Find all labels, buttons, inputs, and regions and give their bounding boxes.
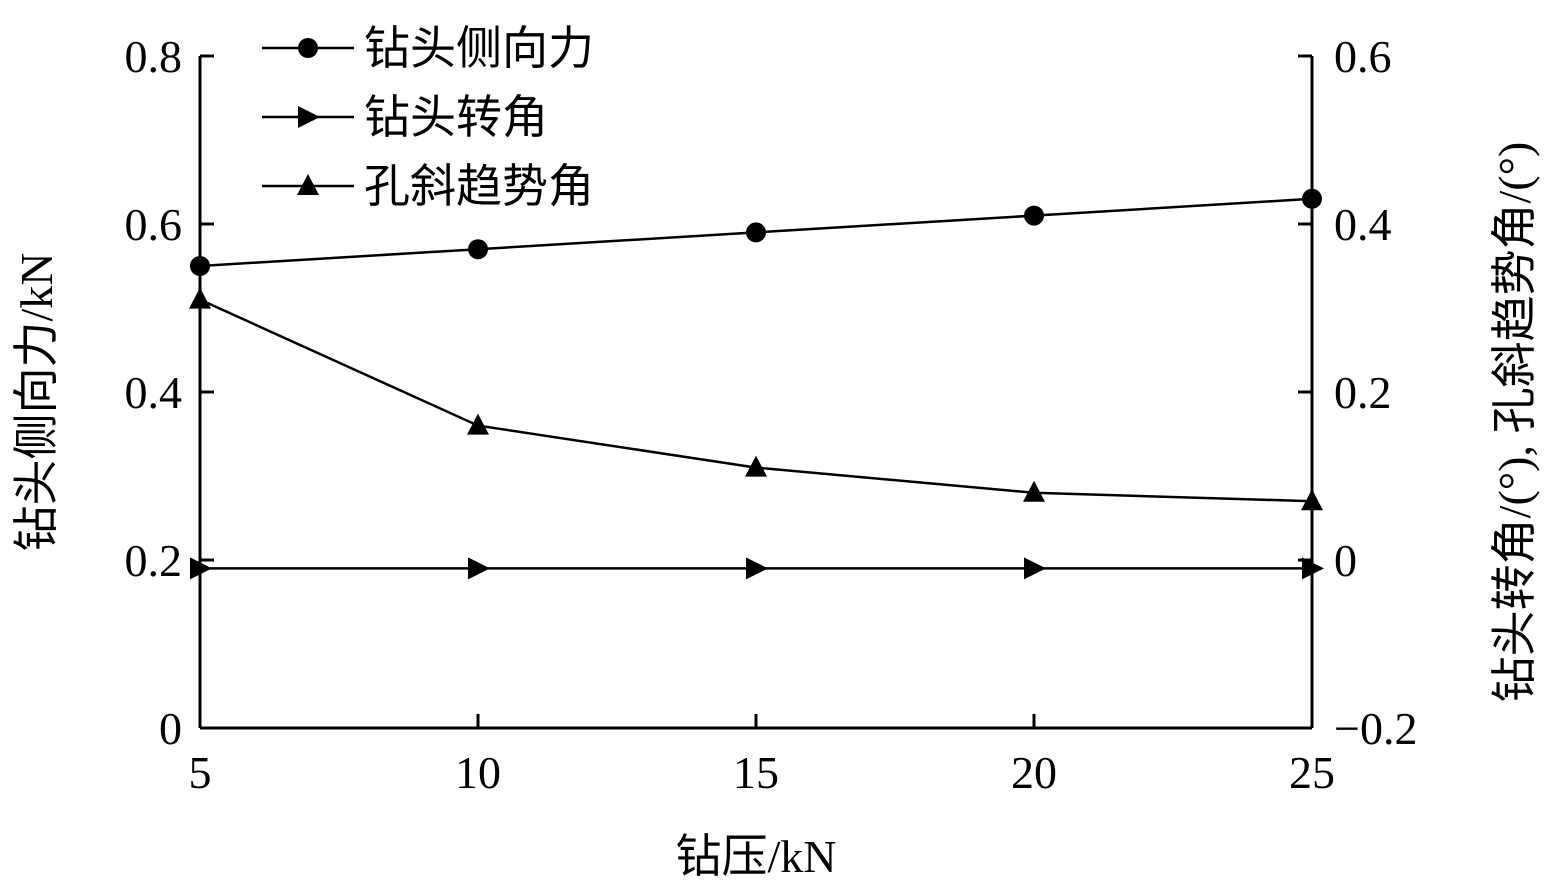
legend-item: 钻头侧向力 xyxy=(262,23,594,74)
x-tick-label: 10 xyxy=(455,747,501,798)
left-y-tick-label: 0 xyxy=(159,703,182,754)
data-point-marker xyxy=(746,222,766,243)
data-point-marker xyxy=(1024,205,1044,226)
series-2 xyxy=(190,557,1324,580)
data-point-marker xyxy=(189,287,211,309)
data-point-marker xyxy=(1302,188,1322,209)
left-y-tick-label: 0.2 xyxy=(125,535,183,586)
data-point-marker xyxy=(190,557,212,580)
data-point-marker xyxy=(746,557,768,580)
legend-label: 孔斜趋势角 xyxy=(364,161,594,212)
right-y-tick-label: 0.2 xyxy=(1334,367,1392,418)
series-3 xyxy=(189,287,1323,511)
data-point-marker xyxy=(468,557,490,580)
data-point-marker xyxy=(1024,557,1046,580)
data-point-marker xyxy=(190,256,210,276)
data-point-marker xyxy=(1023,480,1045,502)
left-y-tick-label: 0.6 xyxy=(125,199,183,250)
x-axis-title: 钻压/kN xyxy=(676,831,837,882)
x-tick-label: 5 xyxy=(189,747,212,798)
right-y-axis-title: 钻头转角/(°), 孔斜趋势角/(°) xyxy=(1489,142,1540,703)
x-tick-label: 20 xyxy=(1011,747,1057,798)
right-y-tick-label: 0 xyxy=(1334,535,1357,586)
data-point-marker xyxy=(1301,489,1323,511)
data-point-marker xyxy=(1302,557,1324,580)
series-1 xyxy=(190,188,1322,276)
data-point-marker xyxy=(468,239,488,260)
left-y-axis-title: 钻头侧向力/kN xyxy=(11,253,62,552)
legend-marker xyxy=(297,174,319,195)
axes xyxy=(198,56,1314,730)
data-point-marker xyxy=(467,413,489,435)
legend-label: 钻头侧向力 xyxy=(364,23,594,74)
x-tick-label: 25 xyxy=(1289,747,1335,798)
legend-marker xyxy=(298,106,320,128)
ticks: 5 10 15 20 25 0 0.2 0.4 0.6 0.8 −0.2 0 0.2 0.4 0.6 xyxy=(125,31,1418,798)
data-point-marker xyxy=(745,455,767,477)
right-y-tick-label: −0.2 xyxy=(1334,703,1417,754)
legend-item: 钻头转角 xyxy=(262,92,548,143)
legend-label: 钻头转角 xyxy=(364,92,548,143)
x-tick-label: 15 xyxy=(733,747,779,798)
legend-item: 孔斜趋势角 xyxy=(262,161,594,212)
left-y-tick-label: 0.4 xyxy=(125,367,183,418)
right-y-tick-label: 0.4 xyxy=(1334,199,1392,250)
left-y-tick-label: 0.8 xyxy=(125,31,183,82)
legend-marker xyxy=(298,38,318,58)
right-y-tick-label: 0.6 xyxy=(1334,31,1392,82)
series-layer xyxy=(189,188,1324,580)
